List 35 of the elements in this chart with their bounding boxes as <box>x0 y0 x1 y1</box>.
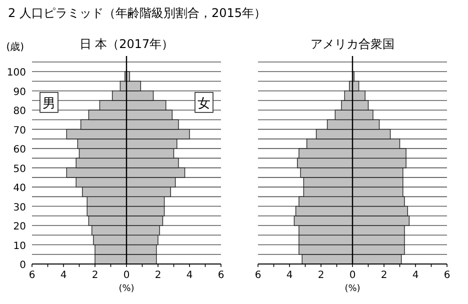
series-label: 男 <box>40 92 58 113</box>
x-tick-label: 6 <box>254 270 262 281</box>
x-tick-label: 6 <box>218 270 224 281</box>
chart-title: アメリカ合衆国 <box>310 37 394 51</box>
series-label: 女 <box>194 92 214 113</box>
x-tick-label: 2 <box>92 270 98 281</box>
y-tick-label: 0 <box>20 260 26 271</box>
x-tick-label: 2 <box>154 270 162 281</box>
series-label: 女 <box>198 96 210 112</box>
chart-title: 2 人口ピラミッド（年齢階級別割合，2015年） <box>8 6 266 20</box>
x-tick-label: 6 <box>444 270 450 281</box>
x-tick-label: 4 <box>186 270 193 281</box>
y-tick-label: 80 <box>13 106 26 118</box>
x-tick-label: 6 <box>28 270 36 281</box>
series-label: 男 <box>42 96 56 112</box>
x-tick-label: 2 <box>380 270 388 281</box>
y-tick-label: 100 <box>6 68 26 79</box>
y-tick-label: 70 <box>13 125 26 136</box>
y-tick-label: 10 <box>13 240 26 252</box>
chart-subtitle: 日 本（2017年） <box>79 37 174 51</box>
x-axis-title: (%) <box>118 284 134 294</box>
y-tick-label: 60 <box>13 144 26 156</box>
y-axis-title: (歳) <box>6 41 24 53</box>
x-tick-label: 4 <box>412 270 419 281</box>
y-tick-label: 50 <box>13 164 26 175</box>
x-tick-label: 4 <box>60 270 67 281</box>
x-tick-label: 4 <box>286 270 293 281</box>
x-axis-title: (%) <box>344 284 360 294</box>
y-tick-label: 20 <box>13 222 26 233</box>
y-tick-label: 30 <box>13 202 26 214</box>
y-tick-label: 40 <box>13 183 26 194</box>
y-tick-label: 90 <box>13 86 26 98</box>
x-tick-label: 2 <box>318 270 324 281</box>
x-tick-label: 0 <box>349 270 356 281</box>
x-tick-label: 0 <box>123 270 130 281</box>
